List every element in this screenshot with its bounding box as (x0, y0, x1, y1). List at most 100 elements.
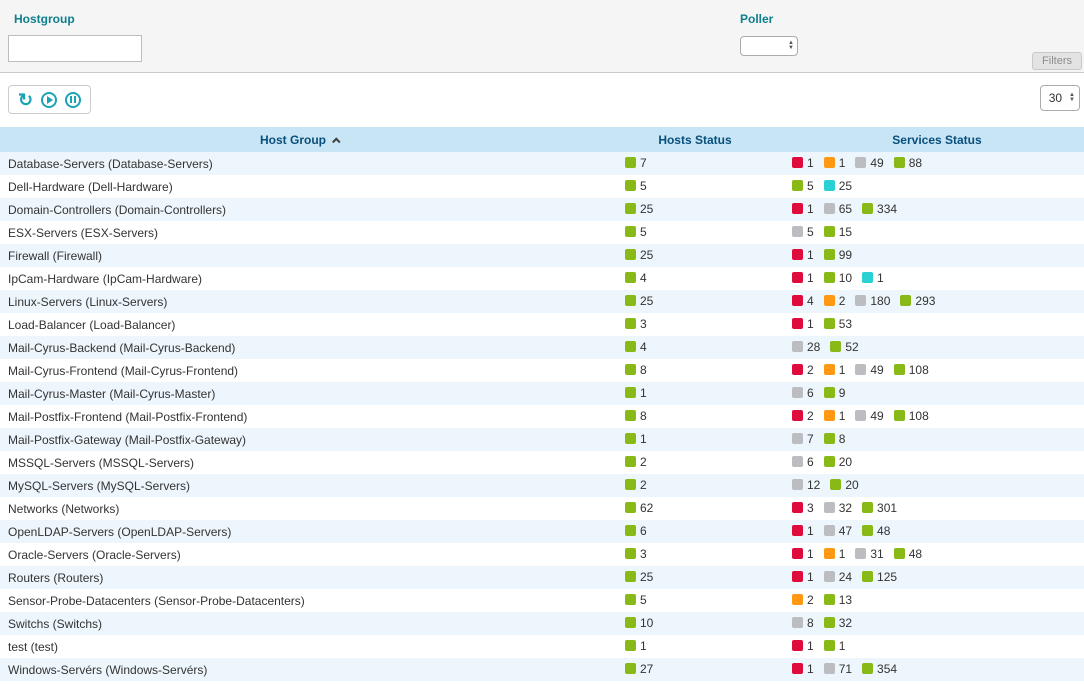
hostgroup-name[interactable]: Database-Servers (Database-Servers) (8, 156, 213, 171)
hostgroup-name[interactable]: test (test) (8, 639, 59, 654)
status-square-gray (792, 433, 803, 445)
column-header-services-status[interactable]: Services Status (790, 127, 1084, 152)
hostgroup-name-cell: MySQL-Servers (MySQL-Servers) (0, 474, 600, 497)
hostgroup-name-cell: Windows-Servérs (Windows-Servérs) (0, 658, 600, 681)
hostgroup-name[interactable]: ESX-Servers (ESX-Servers) (8, 225, 159, 240)
hostgroup-name[interactable]: Routers (Routers) (8, 570, 104, 585)
table-row: MySQL-Servers (MySQL-Servers) 2 12 20 (0, 474, 1084, 497)
green-status-badge: 8 (625, 409, 647, 423)
status-square-green (893, 548, 905, 560)
status-square-green (625, 640, 636, 652)
red-status-badge: 1 (792, 547, 814, 561)
status-square-green (625, 433, 636, 445)
page-size-select[interactable]: 30 ▲ ▼ (1039, 85, 1080, 111)
green-status-badge: 3 (625, 317, 647, 331)
table-row: Dell-Hardware (Dell-Hardware) 5 5 25 (0, 175, 1084, 198)
status-count: 5 (807, 224, 814, 239)
status-count: 2 (640, 454, 647, 469)
hostgroup-name[interactable]: Domain-Controllers (Domain-Controllers) (8, 202, 227, 217)
status-count: 7 (807, 431, 814, 446)
gray-status-badge: 49 (855, 156, 884, 170)
column-header-host-group[interactable]: Host Group (0, 127, 600, 152)
hostgroup-name[interactable]: Firewall (Firewall) (8, 248, 103, 263)
status-count: 49 (870, 408, 884, 423)
status-count: 354 (877, 661, 898, 676)
column-header-hosts-status[interactable]: Hosts Status (600, 127, 790, 152)
toolbar: ↻ 30 ▲ ▼ (0, 73, 1084, 127)
hostgroup-name[interactable]: MSSQL-Servers (MSSQL-Servers) (8, 455, 195, 470)
services-status-cell: 2 1 49 108 (790, 359, 1084, 382)
hostgroup-name[interactable]: Mail-Postfix-Gateway (Mail-Postfix-Gatew… (8, 432, 247, 447)
hostgroup-name[interactable]: OpenLDAP-Servers (OpenLDAP-Servers) (8, 524, 232, 539)
status-square-red (792, 663, 803, 675)
green-status-badge: 6 (625, 524, 647, 538)
status-square-orange (823, 157, 835, 169)
status-count: 180 (870, 293, 891, 308)
poller-select[interactable]: ▲ ▼ (740, 36, 798, 56)
orange-status-badge: 1 (823, 156, 845, 170)
play-icon (41, 91, 58, 108)
status-square-gray (823, 571, 835, 583)
green-status-badge: 2 (625, 455, 647, 469)
filters-tab[interactable]: Filters (1032, 52, 1082, 70)
green-status-badge: 5 (625, 179, 647, 193)
status-square-green (862, 525, 874, 537)
hosts-status-cell: 25 (600, 244, 790, 267)
hostgroup-name[interactable]: Dell-Hardware (Dell-Hardware) (8, 179, 173, 194)
hostgroup-name[interactable]: Oracle-Servers (Oracle-Servers) (8, 547, 181, 562)
status-square-red (792, 571, 803, 583)
status-square-green (823, 640, 835, 652)
hostgroup-name[interactable]: Linux-Servers (Linux-Servers) (8, 294, 168, 309)
status-square-green (830, 341, 842, 353)
status-count: 8 (838, 431, 846, 446)
green-status-badge: 88 (893, 156, 922, 170)
green-status-badge: 1 (625, 386, 647, 400)
hostgroup-label: Hostgroup (14, 12, 75, 26)
orange-status-badge: 1 (823, 409, 845, 423)
refresh-button[interactable]: ↻ (18, 91, 33, 109)
services-status-cell: 1 24 125 (790, 566, 1084, 589)
status-count: 52 (845, 339, 859, 354)
status-count: 20 (845, 477, 859, 492)
status-square-green (625, 387, 636, 399)
status-square-green (625, 180, 636, 192)
hostgroup-name[interactable]: Networks (Networks) (8, 501, 120, 516)
pause-button[interactable] (65, 91, 82, 108)
status-square-red (792, 249, 803, 261)
orange-status-badge: 2 (823, 294, 845, 308)
hostgroup-name[interactable]: Mail-Postfix-Frontend (Mail-Postfix-Fron… (8, 409, 248, 424)
hostgroup-name-cell: MSSQL-Servers (MSSQL-Servers) (0, 451, 600, 474)
hostgroup-name[interactable]: Sensor-Probe-Datacenters (Sensor-Probe-D… (8, 593, 305, 608)
green-status-badge: 3 (625, 547, 647, 561)
hostgroup-name[interactable]: MySQL-Servers (MySQL-Servers) (8, 478, 191, 493)
hostgroup-name[interactable]: Mail-Cyrus-Backend (Mail-Cyrus-Backend) (8, 340, 236, 355)
hostgroup-name[interactable]: Mail-Cyrus-Frontend (Mail-Cyrus-Frontend… (8, 363, 239, 378)
hostgroup-name[interactable]: Load-Balancer (Load-Balancer) (8, 317, 176, 332)
red-status-badge: 1 (792, 156, 814, 170)
status-square-red (792, 525, 803, 537)
play-button[interactable] (41, 91, 58, 108)
gray-status-badge: 6 (792, 455, 814, 469)
hostgroup-name[interactable]: IpCam-Hardware (IpCam-Hardware) (8, 271, 203, 286)
green-status-badge: 1 (625, 432, 647, 446)
hostgroup-input[interactable] (8, 35, 142, 62)
hostgroup-name[interactable]: Mail-Cyrus-Master (Mail-Cyrus-Master) (8, 386, 216, 401)
hosts-status-cell: 5 (600, 589, 790, 612)
hostgroup-name[interactable]: Windows-Servérs (Windows-Servérs) (8, 662, 208, 677)
status-count: 108 (908, 362, 929, 377)
hostgroup-name[interactable]: Switchs (Switchs) (8, 616, 103, 631)
table-row: Domain-Controllers (Domain-Controllers) 2… (0, 198, 1084, 221)
sort-asc-icon (332, 136, 341, 146)
status-count: 25 (640, 247, 654, 262)
green-status-badge: 8 (625, 363, 647, 377)
status-square-gray (855, 157, 867, 169)
page-size-value: 30 (1048, 91, 1063, 105)
status-square-green (823, 272, 835, 284)
red-status-badge: 1 (792, 639, 814, 653)
status-count: 3 (807, 500, 814, 515)
status-square-gray (855, 364, 867, 376)
green-status-badge: 52 (830, 339, 859, 354)
status-count: 1 (807, 661, 814, 676)
hostgroup-name-cell: Sensor-Probe-Datacenters (Sensor-Probe-D… (0, 589, 600, 612)
